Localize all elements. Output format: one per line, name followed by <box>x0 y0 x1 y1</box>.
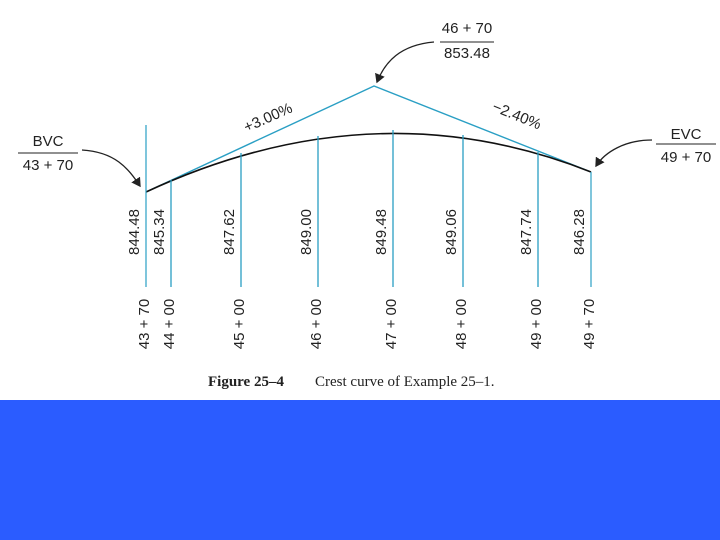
pvi-station: 46 + 70 <box>442 20 492 37</box>
station-label: 47 + 00 <box>383 299 400 349</box>
station-label: 49 + 00 <box>528 299 545 349</box>
elevation-label: 844.48 <box>126 209 143 255</box>
entry-grade: +3.00% <box>241 100 295 136</box>
pvi-arrow <box>375 41 435 84</box>
elevation-label: 847.62 <box>221 209 238 255</box>
vertical-curve <box>145 132 592 193</box>
elevation-label: 849.00 <box>298 209 315 255</box>
station-label: 46 + 00 <box>308 299 325 349</box>
exit-grade: −2.40% <box>490 98 544 133</box>
evc-label: EVC <box>671 126 702 143</box>
elevation-label: 846.28 <box>571 209 588 255</box>
figure-caption: Crest curve of Example 25–1. <box>315 374 495 390</box>
footer-band <box>0 400 720 540</box>
station-label: 48 + 00 <box>453 299 470 349</box>
figure-number: Figure 25–4 <box>208 374 284 390</box>
evc-station: 49 + 70 <box>661 149 711 166</box>
elevation-label: 847.74 <box>518 209 535 255</box>
pvi-elevation: 853.48 <box>444 45 490 62</box>
station-label: 49 + 70 <box>581 299 598 349</box>
station-label: 43 + 70 <box>136 299 153 349</box>
bvc-label: BVC <box>33 133 64 150</box>
bvc-arrow <box>81 149 141 188</box>
station-label: 44 + 00 <box>161 299 178 349</box>
evc-arrow <box>595 139 653 168</box>
elevation-label: 849.06 <box>443 209 460 255</box>
grade-tangents <box>145 85 592 193</box>
elevation-label: 845.34 <box>151 209 168 255</box>
elevation-label: 849.48 <box>373 209 390 255</box>
bvc-station: 43 + 70 <box>23 157 73 174</box>
station-label: 45 + 00 <box>231 299 248 349</box>
